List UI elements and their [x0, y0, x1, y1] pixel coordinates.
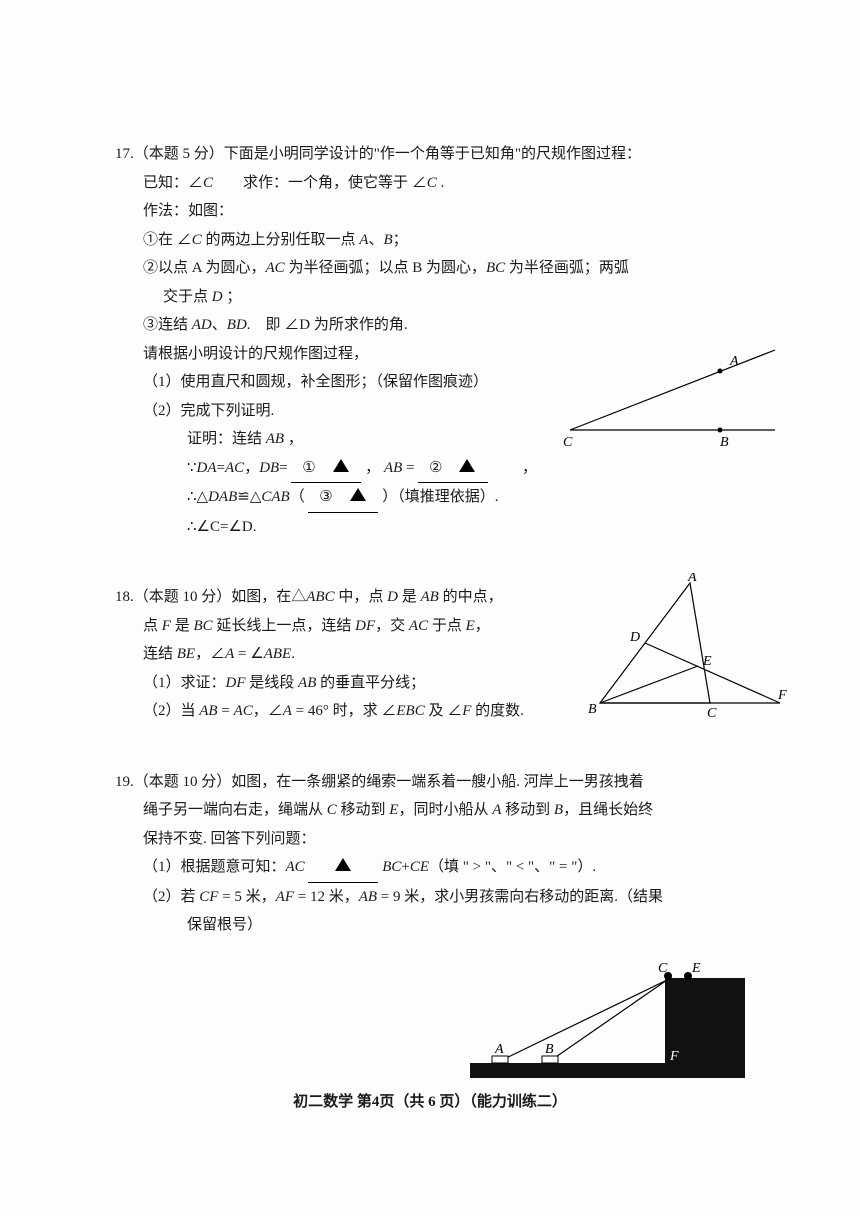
q17-proof-line2: ∴△DAB≌△CAB（ ③ ）（填推理依据）.: [115, 483, 760, 513]
q17-step3: ③连结 AD、BD. 即 ∠D 为所求作的角.: [115, 311, 760, 340]
q17-proof-line1: ∵DA=AC，DB= ① ， AB = ② ，: [115, 454, 760, 484]
q19-head: 19.（本题 10 分）如图，在一条绷紧的绳索一端系着一艘小船. 河岸上一男孩拽…: [115, 768, 760, 797]
svg-text:F: F: [669, 1049, 679, 1064]
q19-figure: A B C E F: [470, 958, 750, 1088]
problem-17: 17.（本题 5 分）下面是小明同学设计的"作一个角等于已知角"的尺规作图过程：…: [115, 140, 760, 541]
triangle-marker-icon: [459, 459, 475, 472]
q19-l3: 保持不变. 回答下列问题：: [115, 825, 760, 854]
circ-2: ②: [429, 460, 442, 476]
svg-text:E: E: [691, 961, 701, 976]
triangle-marker-icon: [350, 488, 366, 501]
q17-proof-line3: ∴∠C=∠D.: [115, 513, 760, 542]
q18-figure: A B C D E F: [580, 573, 790, 723]
q17-step2b: 交于点 D ；: [115, 283, 760, 312]
problem-18: 18.（本题 10 分）如图，在△ABC 中，点 D 是 AB 的中点， 点 F…: [115, 583, 760, 726]
svg-text:A: A: [687, 573, 697, 585]
svg-text:D: D: [629, 630, 640, 645]
q17-head: 17.（本题 5 分）下面是小明同学设计的"作一个角等于已知角"的尺规作图过程：: [115, 140, 760, 169]
svg-text:E: E: [702, 654, 712, 669]
svg-text:C: C: [658, 961, 668, 976]
problem-19: 19.（本题 10 分）如图，在一条绷紧的绳索一端系着一艘小船. 河岸上一男孩拽…: [115, 768, 760, 940]
q17-given: 已知：∠C 求作：一个角，使它等于 ∠C .: [115, 169, 760, 198]
svg-text:C: C: [707, 706, 717, 721]
svg-text:C: C: [563, 435, 573, 450]
q19-l2: 绳子另一端向右走，绳端从 C 移动到 E，同时小船从 A 移动到 B，且绳长始终: [115, 796, 760, 825]
q19-sub1: （1）根据题意可知：AC BC+CE（填 " > "、" < "、" = "）.: [115, 853, 760, 883]
triangle-marker-icon: [333, 459, 349, 472]
triangle-marker-icon: [335, 858, 351, 871]
q17-step2a: ②以点 A 为圆心，AC 为半径画弧；以点 B 为圆心，BC 为半径画弧；两弧: [115, 254, 760, 283]
q17-figure: A B C: [560, 340, 780, 450]
page-footer: 初二数学 第4页（共 6 页）（能力训练二）: [0, 1088, 860, 1117]
q17-step1: ①在 ∠C 的两边上分别任取一点 A、B；: [115, 226, 760, 255]
svg-text:F: F: [777, 688, 787, 703]
svg-text:B: B: [720, 435, 729, 450]
q19-sub2a: （2）若 CF = 5 米，AF = 12 米，AB = 9 米，求小男孩需向右…: [115, 883, 760, 912]
q19-sub2b: 保留根号）: [115, 911, 760, 940]
circ-3: ③: [319, 489, 332, 505]
q17-method-label: 作法：如图：: [115, 197, 760, 226]
svg-text:B: B: [588, 702, 597, 717]
svg-text:A: A: [729, 354, 739, 369]
svg-text:B: B: [545, 1042, 554, 1057]
circ-1: ①: [302, 460, 315, 476]
svg-text:A: A: [494, 1042, 504, 1057]
